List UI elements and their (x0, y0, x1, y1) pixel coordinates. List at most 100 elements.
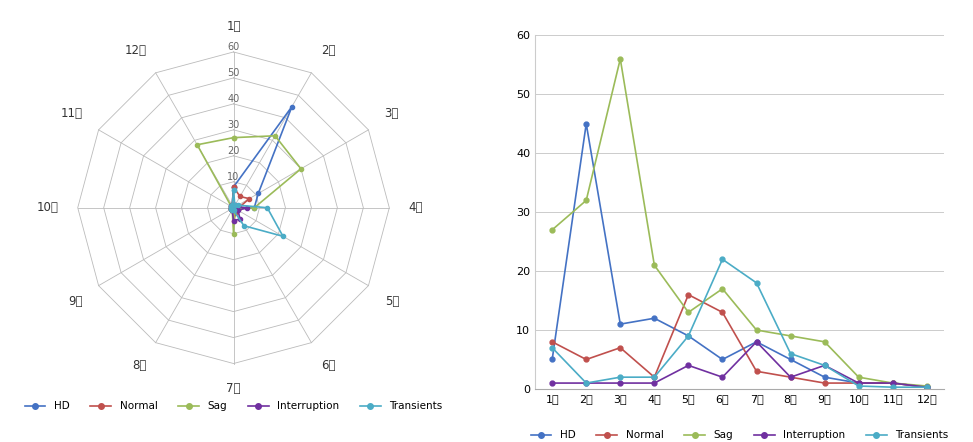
Transients (226, 206, 237, 212)
Line: Normal: Normal (229, 185, 251, 223)
Normal (852, 381, 864, 386)
Interruption (229, 203, 240, 208)
Interruption (233, 208, 244, 213)
Normal (818, 381, 830, 386)
Transients (238, 223, 250, 229)
HD (228, 184, 239, 190)
Normal (228, 184, 239, 190)
Interruption (234, 216, 246, 221)
HD (716, 357, 728, 362)
HD (230, 206, 241, 212)
Sag (192, 142, 203, 148)
HD (228, 208, 239, 213)
Sag (228, 231, 239, 236)
Transients (887, 385, 899, 390)
Interruption (716, 374, 728, 380)
Text: 8차: 8차 (132, 359, 146, 372)
Text: 11차: 11차 (60, 107, 83, 121)
Normal (225, 205, 236, 210)
HD (547, 357, 559, 362)
HD (615, 321, 627, 327)
Text: 10: 10 (228, 172, 239, 182)
Interruption (818, 363, 830, 368)
Interruption (228, 202, 239, 208)
HD (225, 205, 236, 210)
Interruption (648, 381, 660, 386)
Sag (648, 263, 660, 268)
Text: 3차: 3차 (384, 107, 399, 121)
Line: Sag: Sag (195, 133, 303, 236)
Normal (226, 204, 237, 209)
Interruption (240, 205, 252, 210)
Sag (683, 310, 695, 315)
Legend: HD, Normal, Sag, Interruption, Transients: HD, Normal, Sag, Interruption, Transient… (20, 397, 447, 415)
HD (648, 316, 660, 321)
HD (226, 204, 237, 209)
Transients (229, 203, 240, 208)
Normal (751, 369, 763, 374)
Sag (751, 328, 763, 333)
Transients (648, 374, 660, 380)
HD (252, 191, 264, 196)
Normal (234, 194, 246, 199)
Text: 30: 30 (228, 120, 239, 130)
Transients (228, 208, 239, 213)
HD (852, 381, 864, 386)
Sag (227, 207, 238, 213)
Transients (615, 374, 627, 380)
Normal (228, 184, 239, 190)
Interruption (226, 206, 237, 212)
Transients (920, 385, 932, 390)
Transients (580, 381, 592, 386)
Transients (784, 351, 796, 356)
Interruption (228, 202, 239, 208)
HD (286, 104, 298, 109)
Normal (547, 339, 559, 344)
Transients (262, 205, 273, 210)
HD (751, 339, 763, 344)
Normal (683, 292, 695, 297)
Text: 4차: 4차 (408, 201, 422, 214)
Normal (615, 345, 627, 351)
Sag (887, 381, 899, 386)
Line: Sag: Sag (550, 57, 929, 389)
Sag (580, 198, 592, 203)
Normal (580, 357, 592, 362)
Normal (784, 374, 796, 380)
HD (227, 207, 238, 213)
Sag (228, 135, 239, 140)
Interruption (228, 218, 239, 223)
Normal (887, 381, 899, 386)
HD (227, 203, 238, 208)
HD (887, 381, 899, 386)
Interruption (226, 204, 237, 209)
Sag (228, 135, 239, 140)
Interruption (227, 203, 238, 208)
Sag (229, 207, 240, 213)
Sag (248, 205, 260, 210)
Interruption (230, 204, 241, 209)
Line: Normal: Normal (550, 292, 929, 389)
Text: 7차: 7차 (227, 382, 240, 395)
Normal (230, 206, 241, 212)
Sag (920, 383, 932, 389)
Text: 1차: 1차 (227, 20, 240, 33)
Transients (818, 363, 830, 368)
Legend: HD, Normal, Sag, Interruption, Transients: HD, Normal, Sag, Interruption, Transient… (526, 426, 953, 442)
Interruption (227, 207, 238, 213)
HD (226, 206, 237, 212)
Interruption (547, 381, 559, 386)
Text: 2차: 2차 (321, 44, 336, 57)
HD (580, 121, 592, 126)
HD (228, 184, 239, 190)
Line: Interruption: Interruption (229, 203, 248, 223)
Text: 10차: 10차 (37, 201, 59, 214)
Transients (227, 203, 238, 208)
Normal (243, 196, 255, 201)
Text: 60: 60 (228, 42, 239, 52)
Transients (852, 383, 864, 389)
Text: 6차: 6차 (321, 359, 336, 372)
HD (683, 333, 695, 339)
Line: HD: HD (229, 104, 294, 213)
Sag (225, 205, 236, 210)
